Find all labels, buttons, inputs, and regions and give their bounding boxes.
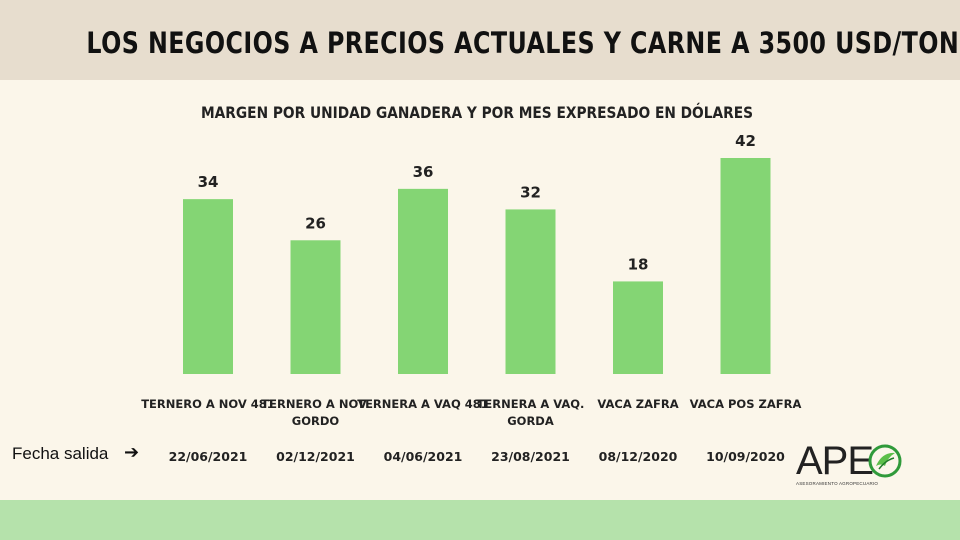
fecha-salida-label: Fecha salida — [12, 444, 109, 463]
date-label-3: 04/06/2021 — [384, 449, 463, 464]
ape-logo: APE ASESORAMIENTO AGROPECUARIO — [796, 440, 906, 488]
chart-title: MARGEN POR UNIDAD GANADERA Y POR MES EXP… — [201, 103, 753, 122]
bar-chart: MARGEN POR UNIDAD GANADERA Y POR MES EXP… — [141, 103, 802, 464]
footer-band — [0, 500, 960, 540]
date-label-5: 08/12/2020 — [599, 449, 678, 464]
category-label-3: TERNERA A VAQ 481 — [357, 397, 489, 411]
data-label-5: 18 — [628, 255, 649, 273]
bar-2 — [290, 240, 341, 374]
date-label-1: 22/06/2021 — [169, 449, 248, 464]
data-label-4: 32 — [520, 183, 541, 201]
category-label-2-line-1: TERNERO A NOV. — [261, 397, 369, 411]
date-label-6: 10/09/2020 — [706, 449, 785, 464]
date-label-2: 02/12/2021 — [276, 449, 355, 464]
category-label-2-line-2: GORDO — [292, 414, 340, 428]
category-label-5: VACA ZAFRA — [597, 397, 678, 411]
date-label-4: 23/08/2021 — [491, 449, 570, 464]
bar-5 — [613, 281, 663, 374]
bar-1 — [183, 199, 233, 374]
bar-6 — [720, 158, 771, 374]
bar-3 — [398, 188, 448, 374]
category-label-4-line-1: TERNERA A VAQ. — [477, 397, 585, 411]
category-label-1: TERNERO A NOV 481 — [141, 397, 275, 411]
logo-text: APE — [796, 439, 874, 483]
data-label-3: 36 — [413, 163, 434, 181]
category-label-4-line-2: GORDA — [507, 414, 554, 428]
logo-subtitle: ASESORAMIENTO AGROPECUARIO — [796, 481, 879, 486]
title-band — [0, 0, 960, 80]
arrow-right-icon: ➔ — [124, 442, 140, 463]
data-label-6: 42 — [735, 132, 756, 150]
page-title: LOS NEGOCIOS A PRECIOS ACTUALES Y CARNE … — [86, 26, 960, 60]
category-label-6: VACA POS ZAFRA — [690, 397, 802, 411]
data-label-2: 26 — [305, 214, 326, 232]
data-label-1: 34 — [198, 173, 219, 191]
leaf-globe-icon — [868, 444, 902, 478]
bar-4 — [505, 209, 556, 374]
